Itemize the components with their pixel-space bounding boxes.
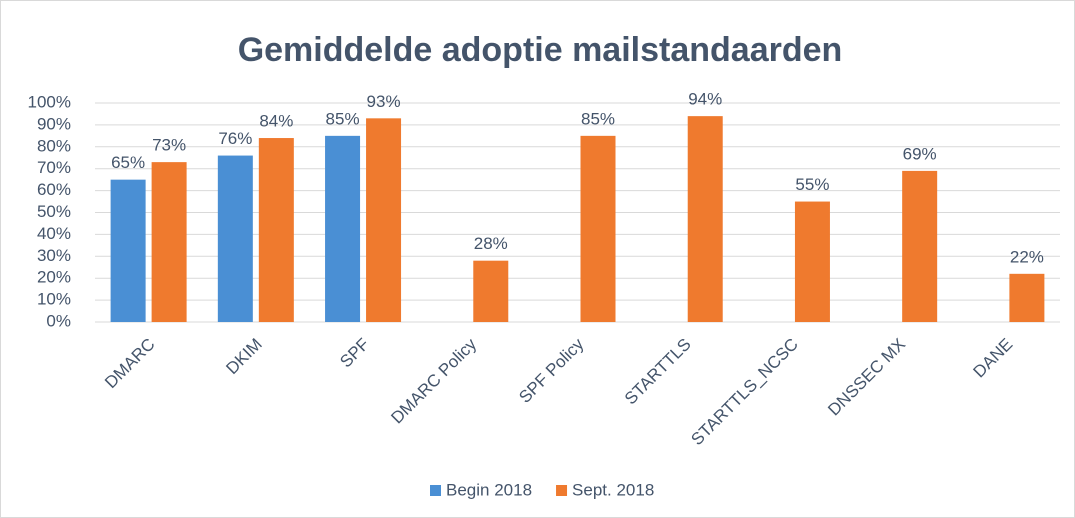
y-tick-label: 40% bbox=[37, 224, 71, 243]
data-label: 28% bbox=[474, 234, 508, 253]
data-label: 69% bbox=[903, 144, 937, 163]
data-label: 94% bbox=[688, 90, 722, 109]
bar bbox=[687, 116, 723, 322]
data-label: 93% bbox=[367, 92, 401, 111]
bar bbox=[794, 201, 830, 322]
bar bbox=[325, 135, 361, 322]
y-tick-label: 70% bbox=[37, 158, 71, 177]
legend-label: Sept. 2018 bbox=[572, 480, 654, 499]
legend-swatch bbox=[556, 485, 568, 496]
data-label: 84% bbox=[259, 112, 293, 131]
y-tick-label: 60% bbox=[37, 180, 71, 199]
data-label: 55% bbox=[795, 175, 829, 194]
bar bbox=[217, 155, 253, 322]
y-tick-label: 10% bbox=[37, 290, 71, 309]
chart-title: Gemiddelde adoptie mailstandaarden bbox=[238, 31, 843, 69]
y-tick-label: 50% bbox=[37, 202, 71, 221]
bar bbox=[258, 138, 294, 322]
data-label: 85% bbox=[326, 109, 360, 128]
y-tick-label: 90% bbox=[37, 114, 71, 133]
y-tick-label: 80% bbox=[37, 136, 71, 155]
bar bbox=[473, 260, 509, 322]
bar bbox=[151, 162, 187, 322]
data-label: 85% bbox=[581, 109, 615, 128]
bar bbox=[366, 118, 402, 322]
bar bbox=[1009, 273, 1045, 322]
y-tick-label: 30% bbox=[37, 246, 71, 265]
bar bbox=[580, 135, 616, 322]
y-tick-label: 20% bbox=[37, 268, 71, 287]
y-tick-label: 100% bbox=[28, 92, 71, 111]
y-tick-label: 0% bbox=[46, 311, 71, 330]
data-label: 22% bbox=[1010, 247, 1044, 266]
bar bbox=[902, 170, 938, 322]
bar bbox=[110, 179, 146, 322]
data-label: 73% bbox=[152, 136, 186, 155]
data-label: 76% bbox=[218, 129, 252, 148]
legend-swatch bbox=[430, 485, 441, 496]
legend-label: Begin 2018 bbox=[446, 480, 532, 499]
data-label: 65% bbox=[111, 153, 145, 172]
